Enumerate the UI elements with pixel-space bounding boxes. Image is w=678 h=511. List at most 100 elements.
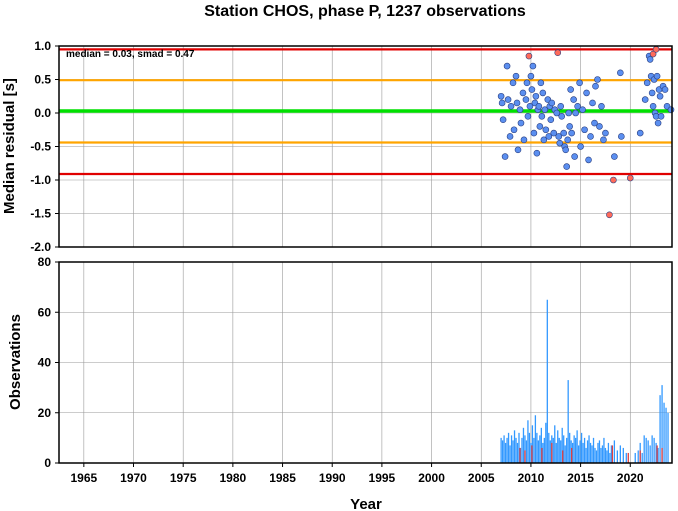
residual-point: [506, 133, 514, 140]
residual-point: [537, 79, 545, 87]
residual-point: [542, 126, 550, 134]
residual-point: [667, 106, 675, 113]
residual-point: [540, 136, 548, 144]
residual-point: [654, 119, 662, 127]
residual-point: [536, 123, 544, 130]
residual-point: [530, 129, 538, 137]
residual-point: [532, 92, 540, 100]
residual-y-ticks: 1.0 0.5 0.0 -0.5 -1.0 -1.5 -2.0: [30, 39, 59, 254]
y-tick-label: 80: [38, 255, 52, 269]
residual-point: [517, 119, 525, 127]
residual-point: [581, 126, 588, 134]
residual-point: [524, 113, 532, 120]
residual-point: [646, 56, 654, 63]
residual-point: [497, 92, 505, 100]
residual-point: [572, 109, 579, 117]
residual-point: [571, 153, 578, 160]
residual-point: [498, 99, 506, 107]
x-tick-label: 2020: [617, 471, 644, 485]
y-tick-label: -0.5: [30, 140, 51, 154]
residual-point: [538, 113, 546, 120]
y-tick-label: 0.5: [34, 73, 51, 87]
residual-point: [507, 103, 515, 110]
residual-point: [565, 109, 572, 117]
y-tick-label: 20: [38, 406, 52, 420]
residual-point: [560, 129, 568, 137]
x-tick-label: 1980: [220, 471, 247, 485]
residual-point: [514, 146, 522, 154]
residual-point: [499, 116, 507, 123]
residual-point: [510, 126, 518, 134]
y-tick-label: 60: [38, 305, 52, 319]
residual-point: [583, 89, 590, 97]
residual-point: [570, 96, 577, 103]
y-tick-label: 0: [44, 456, 51, 470]
y-tick-label: 40: [38, 356, 52, 370]
residual-point: [643, 79, 651, 87]
residual-point: [600, 136, 607, 144]
residual-point: [648, 89, 656, 97]
residual-point: [539, 89, 547, 97]
y-tick-label: -2.0: [30, 240, 51, 254]
residual-point: [555, 133, 563, 140]
residual-point: [519, 89, 527, 97]
residual-point: [535, 103, 543, 110]
x-tick-label: 2010: [518, 471, 545, 485]
residual-point: [547, 116, 555, 123]
residual-point: [649, 103, 657, 110]
outlier-point: [554, 49, 562, 57]
residual-point: [611, 153, 618, 160]
residual-point: [576, 79, 583, 87]
outlier-point: [606, 211, 613, 219]
residual-point: [657, 113, 665, 120]
x-tick-label: 1975: [170, 471, 197, 485]
residual-point: [562, 146, 569, 154]
y-tick-label: 1.0: [34, 39, 51, 53]
residual-point: [548, 99, 556, 107]
residual-point: [557, 103, 565, 110]
residual-point: [529, 62, 537, 70]
residual-point: [501, 153, 509, 160]
residual-point: [598, 103, 605, 110]
residual-point: [564, 136, 571, 144]
x-tick-label: 2005: [468, 471, 495, 485]
residual-point: [509, 79, 517, 87]
y-tick-label: -1.0: [30, 173, 51, 187]
residual-point: [596, 123, 603, 130]
outlier-point: [626, 174, 634, 182]
residual-point: [587, 133, 594, 140]
residual-point: [520, 136, 528, 144]
stats-annotation: median = 0.03, smad = 0.47: [66, 49, 195, 60]
residual-point: [523, 79, 531, 87]
residual-point: [550, 129, 558, 137]
residual-point: [594, 76, 601, 83]
residual-y-label: Median residual [s]: [1, 78, 18, 214]
residual-panel: median = 0.03, smad = 0.47 1.0 0.5 0.0 -0.5…: [1, 39, 675, 254]
residual-point: [579, 106, 586, 113]
residual-point: [592, 82, 599, 90]
residual-point: [661, 86, 669, 93]
y-tick-label: 0.0: [34, 106, 51, 120]
outlier-point: [652, 46, 660, 53]
residual-point: [566, 123, 573, 130]
residual-point: [503, 62, 511, 70]
residual-points: [497, 46, 675, 219]
residual-point: [513, 99, 521, 107]
x-tick-label: 1985: [269, 471, 296, 485]
residual-point: [653, 72, 661, 80]
residual-point: [541, 106, 549, 113]
x-tick-label: 1995: [369, 471, 396, 485]
residual-point: [585, 156, 592, 164]
residual-point: [522, 96, 530, 103]
residual-point: [567, 86, 574, 93]
chart-title: Station CHOS, phase P, 1237 observations: [204, 3, 526, 20]
residual-point: [589, 99, 596, 107]
residual-point: [568, 129, 575, 137]
residual-point: [591, 119, 598, 127]
residual-point: [577, 143, 584, 150]
year-x-ticks: 1965 1970 1975 1980 1985 1990 1995 2000 2005 2010…: [70, 463, 644, 485]
x-tick-label: 1970: [120, 471, 147, 485]
residual-point: [563, 163, 570, 170]
outlier-point: [525, 52, 533, 60]
